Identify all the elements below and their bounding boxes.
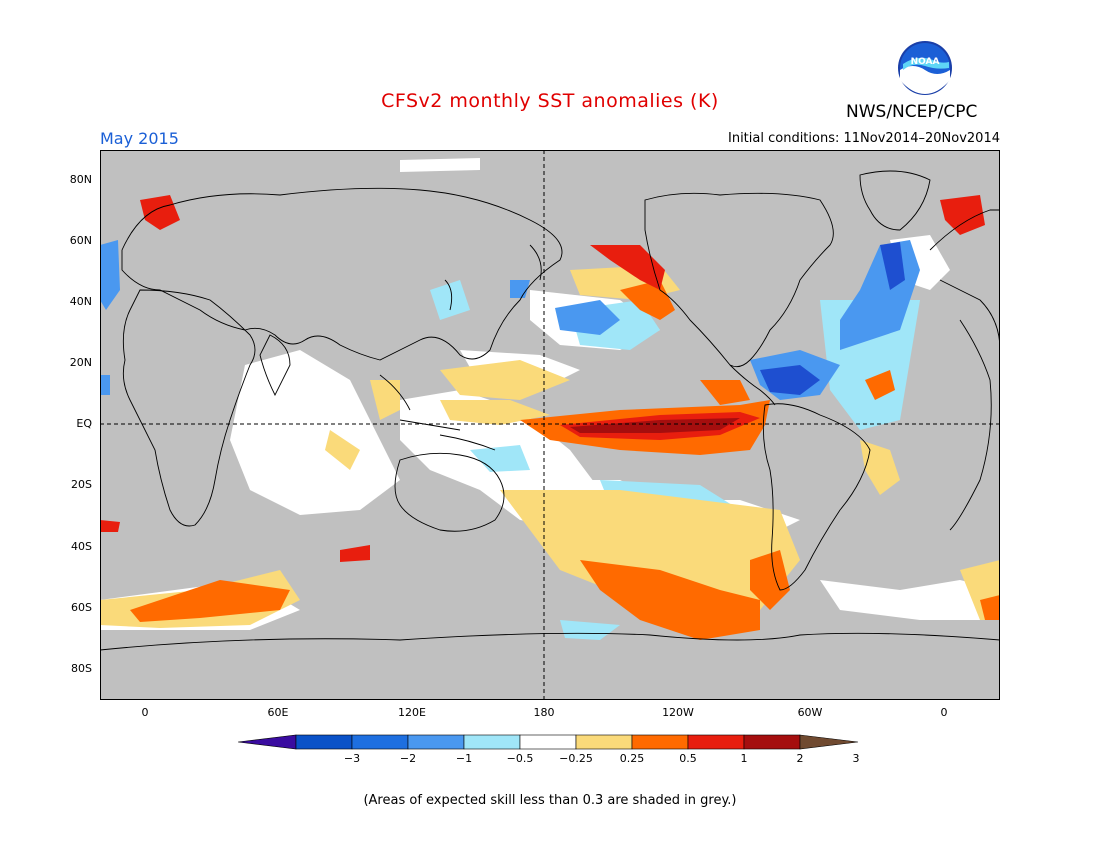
- colorbar-label: 0.5: [679, 752, 697, 765]
- lon-label: 120E: [398, 706, 426, 719]
- colorbar-cell: [463, 734, 521, 750]
- lat-label: 60N: [69, 234, 92, 247]
- chart-title: CFSv2 monthly SST anomalies (K): [381, 90, 719, 112]
- colorbar-cell: [631, 734, 689, 750]
- colorbar-cell: [743, 734, 801, 750]
- skill-note: (Areas of expected skill less than 0.3 a…: [363, 793, 737, 808]
- coastline-outlines: [100, 170, 1000, 651]
- colorbar-cell: [407, 734, 465, 750]
- valid-month-label: May 2015: [100, 129, 179, 148]
- colorbar-label: −1: [455, 752, 473, 765]
- colorbar-label: 0.25: [619, 752, 645, 765]
- noaa-logo-icon: NOAA: [898, 41, 952, 95]
- agency-label: NWS/NCEP/CPC: [846, 102, 978, 122]
- colorbar-cell: [575, 734, 633, 750]
- lon-label: 120W: [662, 706, 694, 719]
- initial-conditions-label: Initial conditions: 11Nov2014–20Nov2014: [728, 131, 1000, 146]
- extreme-positive-anomaly-areas: [570, 418, 740, 433]
- lat-label: 80S: [71, 662, 92, 675]
- lat-label: 80N: [69, 173, 92, 186]
- colorbar-label: 3: [852, 752, 860, 765]
- logo-text: NOAA: [911, 57, 940, 67]
- lon-label: 60E: [267, 706, 289, 719]
- lon-label: 180: [533, 706, 555, 719]
- colorbar-cell: [351, 734, 409, 750]
- lat-label: 40S: [71, 540, 92, 553]
- lon-label: 0: [940, 706, 948, 719]
- colorbar-label: −3: [343, 752, 361, 765]
- lat-label: 20N: [69, 356, 92, 369]
- lat-label: 40N: [69, 295, 92, 308]
- lat-label: EQ: [76, 417, 92, 430]
- lat-label: 20S: [71, 478, 92, 491]
- colorbar-label: 2: [796, 752, 804, 765]
- colorbar-extend-high: [799, 734, 859, 750]
- colorbar-label: −0.25: [559, 752, 593, 765]
- colorbar-cell: [687, 734, 745, 750]
- lon-label: 60W: [797, 706, 823, 719]
- colorbar-label: 1: [740, 752, 748, 765]
- map-frame: [100, 150, 1000, 700]
- colorbar-label: −2: [399, 752, 417, 765]
- colorbar-cell: [519, 734, 577, 750]
- lon-label: 0: [141, 706, 149, 719]
- sst-anomaly-map: [100, 150, 1000, 700]
- colorbar-cell: [295, 734, 353, 750]
- colorbar-extend-low: [238, 734, 297, 750]
- lat-label: 60S: [71, 601, 92, 614]
- colorbar-label: −0.5: [506, 752, 534, 765]
- strong-negative-anomaly-areas: [760, 242, 905, 395]
- colorbar: [238, 734, 859, 750]
